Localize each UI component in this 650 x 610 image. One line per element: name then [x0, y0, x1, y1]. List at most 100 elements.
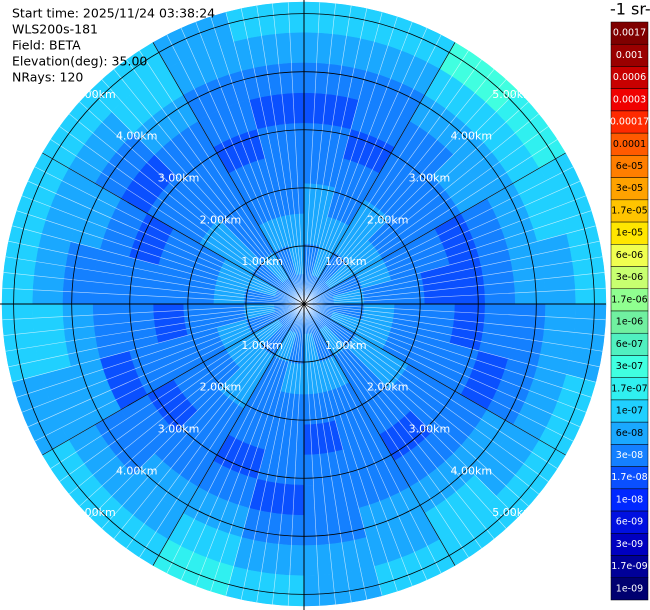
ray-separator	[3, 303, 305, 336]
ray-separator	[8, 303, 305, 368]
colorbar-label: 1.7e-08	[611, 472, 647, 483]
ray-separator	[225, 303, 305, 596]
ray-separator	[139, 303, 305, 558]
ray-separator	[139, 50, 305, 305]
ray-separator	[126, 303, 305, 549]
colorbar-label: 6e-06	[616, 250, 643, 261]
ray-separator	[303, 225, 596, 305]
mesh-cell	[303, 449, 352, 486]
colorbar-label: 3e-06	[616, 272, 643, 283]
ray-separator	[303, 101, 529, 305]
range-ring	[187, 187, 421, 421]
ray-separator	[303, 34, 442, 305]
ray-separator	[180, 27, 305, 305]
ray-separator	[79, 303, 305, 507]
ray-separator	[79, 101, 305, 305]
ray-separator	[113, 69, 305, 305]
ray-separator	[303, 256, 603, 305]
ray-separator	[303, 303, 442, 574]
ray-separator	[303, 113, 539, 305]
ray-separator	[126, 59, 305, 305]
ray-separator	[303, 303, 398, 592]
header-text: WLS200s-181	[12, 22, 98, 37]
range-label: 2.00km	[367, 213, 409, 226]
ray-separator	[303, 303, 482, 549]
mesh	[1, 1, 607, 607]
range-ring	[129, 129, 479, 479]
colorbar-label: 0.00017	[610, 117, 649, 128]
ray-separator	[303, 195, 587, 305]
header-text: Elevation(deg): 35.00	[12, 54, 147, 69]
ray-separator	[59, 303, 305, 482]
ray-separator	[240, 8, 305, 305]
colorbar-label: 0.0017	[613, 28, 646, 39]
ray-separator	[303, 303, 336, 605]
ray-separator	[303, 27, 428, 305]
ray-separator	[272, 3, 305, 305]
ray-separator	[101, 303, 305, 529]
ray-separator	[16, 303, 305, 398]
header-text: NRays: 120	[12, 70, 83, 85]
colorbar-label: 1e-06	[616, 317, 643, 328]
ray-separator	[303, 303, 495, 539]
colorbar-label: 1e-09	[616, 583, 643, 594]
ray-separator	[21, 195, 305, 305]
ray-separator	[303, 166, 574, 305]
ray-separator	[303, 16, 398, 305]
ray-separator	[303, 8, 368, 305]
range-label: 3.00km	[409, 422, 451, 435]
ray-separator	[303, 303, 518, 518]
ray-separator	[90, 303, 305, 518]
range-label: 5.00km	[492, 506, 534, 519]
ray-separator	[256, 303, 305, 603]
colorbar-label: 3e-05	[616, 183, 643, 194]
colorbar-label: 1.7e-05	[611, 205, 647, 216]
range-label: 1.00km	[325, 255, 367, 268]
colorbar-label: 3e-09	[616, 539, 643, 550]
ray-separator	[195, 21, 305, 305]
ray-separator	[113, 303, 305, 539]
ray-separator	[303, 303, 469, 558]
ray-separator	[180, 303, 305, 581]
ray-separator	[303, 180, 581, 305]
ray-separator	[5, 303, 305, 352]
ray-separator	[3, 272, 305, 305]
ray-separator	[303, 303, 507, 529]
ray-separator	[303, 3, 336, 305]
range-label: 4.00km	[450, 130, 492, 143]
ray-separator	[303, 303, 603, 352]
range-label: 5.00km	[74, 88, 116, 101]
ray-separator	[50, 139, 305, 305]
colorbar-label: 1e-08	[616, 494, 643, 505]
ray-separator	[303, 303, 549, 482]
ray-separator	[101, 79, 305, 305]
ray-separator	[287, 303, 305, 606]
mesh-cell	[122, 256, 159, 305]
ray-separator	[240, 303, 305, 600]
ray-separator	[303, 303, 587, 413]
range-label: 4.00km	[450, 464, 492, 477]
range-label: 2.00km	[367, 381, 409, 394]
ray-separator	[27, 180, 305, 305]
colorbar-label: 3e-08	[616, 450, 643, 461]
colorbar-label: 6e-05	[616, 161, 643, 172]
ray-separator	[303, 303, 539, 495]
ray-separator	[303, 303, 529, 507]
range-label: 3.00km	[409, 172, 451, 185]
ray-separator	[303, 240, 600, 305]
ray-separator	[303, 303, 581, 428]
colorbar-label: 1e-05	[616, 228, 643, 239]
mesh-cell	[256, 449, 305, 486]
axes: 1.00km 1.00km 1.00km 1.00km 2.00km 2.00km 2.00…	[0, 0, 606, 610]
ray-separator	[59, 126, 305, 305]
range-label: 4.00km	[116, 464, 158, 477]
ray-separator	[303, 303, 600, 368]
ray-separator	[303, 303, 592, 398]
range-label: 3.00km	[158, 172, 200, 185]
ray-separator	[16, 210, 305, 305]
ray-separator	[166, 34, 305, 305]
ray-separator	[303, 303, 596, 383]
colorbar-label: 1.7e-07	[611, 383, 647, 394]
ray-separator	[303, 303, 574, 442]
